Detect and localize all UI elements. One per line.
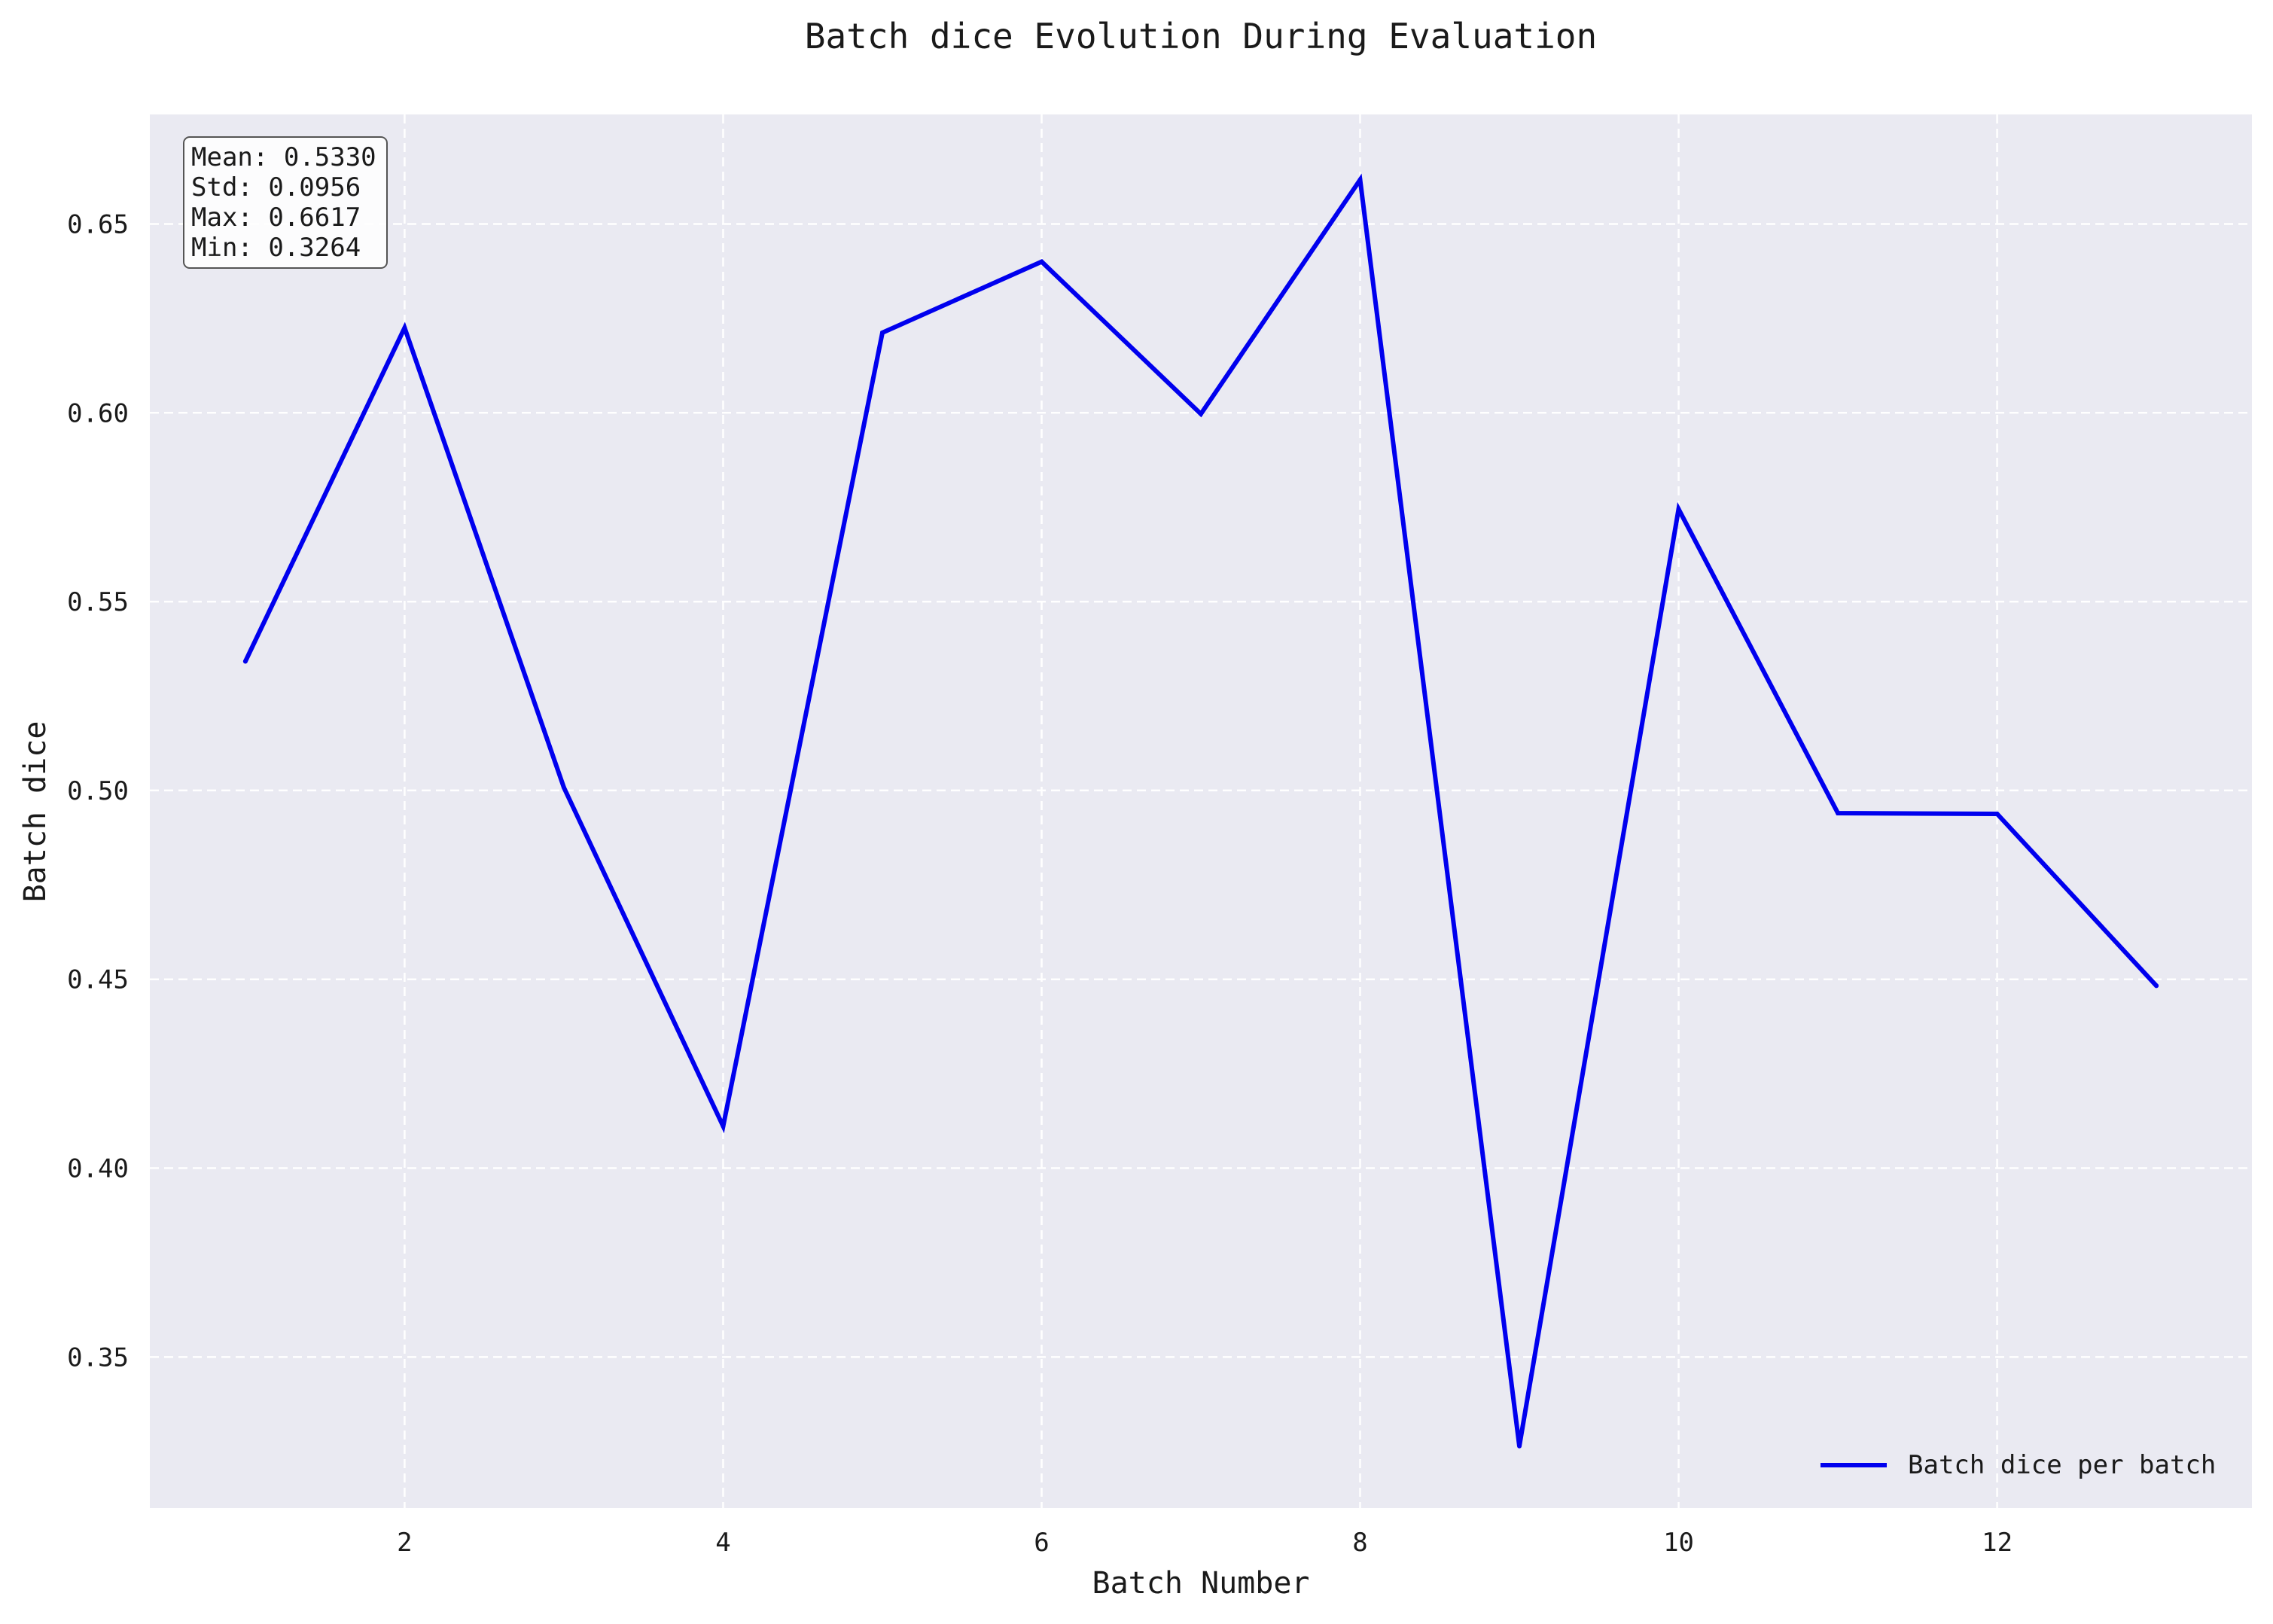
stats-box: Mean: 0.5330 Std: 0.0956 Max: 0.6617 Min… <box>183 136 388 269</box>
x-tick-labels: 2 4 6 8 10 12 <box>397 1528 2012 1558</box>
data-point <box>721 1123 726 1129</box>
data-point <box>879 330 885 335</box>
y-axis-label: Batch dice <box>18 721 53 903</box>
legend-label: Batch dice per batch <box>1908 1450 2216 1480</box>
y-tick-label: 0.65 <box>67 209 129 239</box>
data-point <box>1517 1443 1522 1449</box>
series-layer <box>242 173 2159 1449</box>
y-tick-label: 0.35 <box>67 1342 129 1373</box>
data-point <box>1039 259 1044 264</box>
y-tick-labels: 0.35 0.40 0.45 0.50 0.55 0.60 0.65 <box>67 209 129 1373</box>
data-point <box>402 325 407 331</box>
x-tick-label: 12 <box>1982 1528 2012 1558</box>
stats-std: Std: 0.0956 <box>191 172 361 203</box>
stats-box-frame <box>183 136 388 269</box>
y-tick-label: 0.60 <box>67 398 129 428</box>
data-point <box>1357 177 1363 182</box>
x-tick-label: 8 <box>1352 1528 1367 1558</box>
x-tick-label: 10 <box>1663 1528 1694 1558</box>
data-point <box>1199 411 1203 416</box>
stats-mean: Mean: 0.5330 <box>191 142 376 172</box>
x-tick-label: 2 <box>397 1528 412 1558</box>
y-tick-label: 0.50 <box>67 776 129 806</box>
data-point <box>1836 811 1841 816</box>
plot-area <box>150 114 2252 1508</box>
x-axis-label: Batch Number <box>1092 1566 1310 1601</box>
data-point <box>242 659 248 664</box>
stats-max: Max: 0.6617 <box>191 203 361 233</box>
legend: Batch dice per batch <box>1821 1450 2216 1480</box>
y-tick-label: 0.45 <box>67 965 129 995</box>
chart-title: Batch dice Evolution During Evaluation <box>805 16 1597 56</box>
data-point <box>1994 812 2000 817</box>
stats-min: Min: 0.3264 <box>191 233 361 263</box>
data-point <box>2154 983 2159 989</box>
data-point <box>561 785 566 790</box>
data-point <box>1676 507 1681 512</box>
y-tick-label: 0.40 <box>67 1154 129 1184</box>
x-tick-label: 4 <box>715 1528 730 1558</box>
x-tick-label: 6 <box>1034 1528 1049 1558</box>
y-tick-label: 0.55 <box>67 587 129 617</box>
